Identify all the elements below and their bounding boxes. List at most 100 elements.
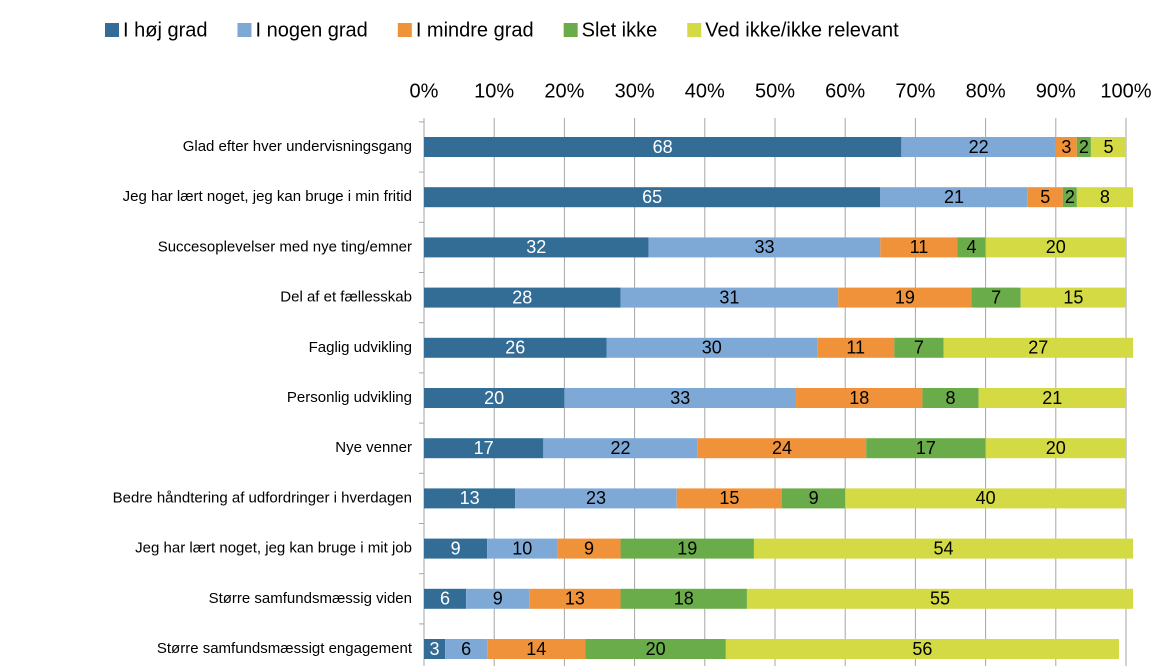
data-label: 4	[967, 237, 977, 257]
bar-segment	[971, 287, 1021, 308]
data-label: 11	[910, 237, 929, 257]
data-label: 9	[584, 538, 594, 558]
data-label: 33	[754, 237, 774, 257]
bar-segment	[894, 337, 944, 358]
bar-segment	[845, 488, 1126, 509]
x-tick-label: 10%	[474, 80, 514, 102]
bar-segment	[985, 438, 1126, 459]
bar-segment	[529, 588, 621, 609]
data-label: 28	[512, 287, 532, 307]
bar-segment	[1062, 187, 1077, 208]
bar-segment	[543, 438, 698, 459]
data-label: 10	[512, 538, 532, 558]
bar-segment	[424, 337, 607, 358]
x-tick-label: 70%	[895, 80, 935, 102]
bar-segment	[753, 538, 1134, 559]
data-label: 5	[1103, 137, 1113, 157]
bar-segment	[424, 538, 488, 559]
category-label: Bedre håndtering af udfordringer i hverd…	[113, 489, 412, 506]
category-label: Nye venner	[335, 439, 412, 456]
x-tick-label: 30%	[615, 80, 655, 102]
bar-segment	[424, 488, 516, 509]
data-label: 26	[505, 338, 525, 358]
bar-segment	[445, 639, 488, 659]
bar-segment	[880, 237, 958, 258]
category-label: Jeg har lært noget, jeg kan bruge i min …	[123, 188, 412, 205]
data-label: 33	[670, 388, 690, 408]
data-label: 5	[1040, 187, 1050, 207]
data-label: 22	[611, 438, 631, 458]
category-label: Glad efter hver undervisningsgang	[183, 138, 412, 155]
data-label: 7	[914, 338, 924, 358]
data-label: 6	[461, 639, 471, 659]
bar-segment	[746, 588, 1134, 609]
data-label: 9	[451, 538, 461, 558]
bar-segment	[620, 588, 747, 609]
x-tick-label: 80%	[966, 80, 1006, 102]
data-label: 2	[1065, 187, 1075, 207]
legend-label: I høj grad	[123, 19, 207, 41]
data-label: 18	[674, 589, 694, 609]
bar-segment	[424, 187, 881, 208]
x-tick-label: 50%	[755, 80, 795, 102]
data-label: 15	[719, 488, 739, 508]
data-label: 22	[969, 137, 989, 157]
category-label: Større samfundsmæssigt engagement	[157, 640, 413, 657]
data-label: 30	[702, 338, 722, 358]
legend-swatch	[687, 23, 702, 37]
data-label: 20	[1046, 438, 1066, 458]
bar-segment	[880, 187, 1028, 208]
category-label: Del af et fællesskab	[280, 289, 412, 306]
bar-segment	[838, 287, 972, 308]
bar-segment	[424, 388, 565, 408]
bar-segment	[978, 388, 1126, 408]
bar-segment	[424, 287, 621, 308]
bar-segment	[725, 639, 1119, 659]
legend-label: I mindre grad	[416, 19, 534, 41]
data-label: 6	[440, 589, 450, 609]
data-label: 20	[1046, 237, 1066, 257]
bar-segment	[424, 588, 467, 609]
category-label: Faglig udvikling	[309, 339, 412, 356]
data-label: 3	[430, 639, 440, 659]
bar-segment	[424, 237, 649, 258]
bar-segment	[957, 237, 986, 258]
data-label: 24	[772, 438, 792, 458]
x-tick-label: 40%	[685, 80, 725, 102]
bar-segment	[466, 588, 530, 609]
data-label: 9	[809, 488, 819, 508]
bar-segment	[1020, 287, 1126, 308]
bar-segment	[620, 287, 839, 308]
bar-segment	[1090, 137, 1126, 157]
data-label: 14	[526, 639, 546, 659]
x-tick-label: 90%	[1036, 80, 1076, 102]
data-label: 65	[642, 187, 662, 207]
bar-segment	[424, 137, 902, 157]
data-label: 27	[1028, 338, 1048, 358]
category-label: Succesoplevelser med nye ting/emner	[158, 238, 412, 255]
category-label: Større samfundsmæssig viden	[209, 590, 412, 607]
data-label: 9	[493, 589, 503, 609]
bar-segment	[557, 538, 621, 559]
data-label: 40	[976, 488, 996, 508]
data-label: 17	[916, 438, 936, 458]
x-tick-label: 0%	[410, 80, 439, 102]
bar-segment	[1076, 137, 1091, 157]
data-label: 17	[474, 438, 494, 458]
legend-label: Slet ikke	[582, 19, 658, 41]
data-label: 18	[849, 388, 869, 408]
data-label: 23	[586, 488, 606, 508]
x-tick-label: 20%	[544, 80, 584, 102]
bar-segment	[1055, 137, 1077, 157]
bar-segment	[943, 337, 1134, 358]
category-label: Personlig udvikling	[287, 389, 412, 406]
data-label: 13	[565, 589, 585, 609]
data-label: 11	[846, 338, 865, 358]
bar-segment	[585, 639, 726, 659]
bar-segment	[424, 639, 446, 659]
bar-segment	[1076, 187, 1134, 208]
bar-segment	[922, 388, 979, 408]
data-label: 8	[1100, 187, 1110, 207]
data-label: 32	[526, 237, 546, 257]
bar-segment	[901, 137, 1056, 157]
